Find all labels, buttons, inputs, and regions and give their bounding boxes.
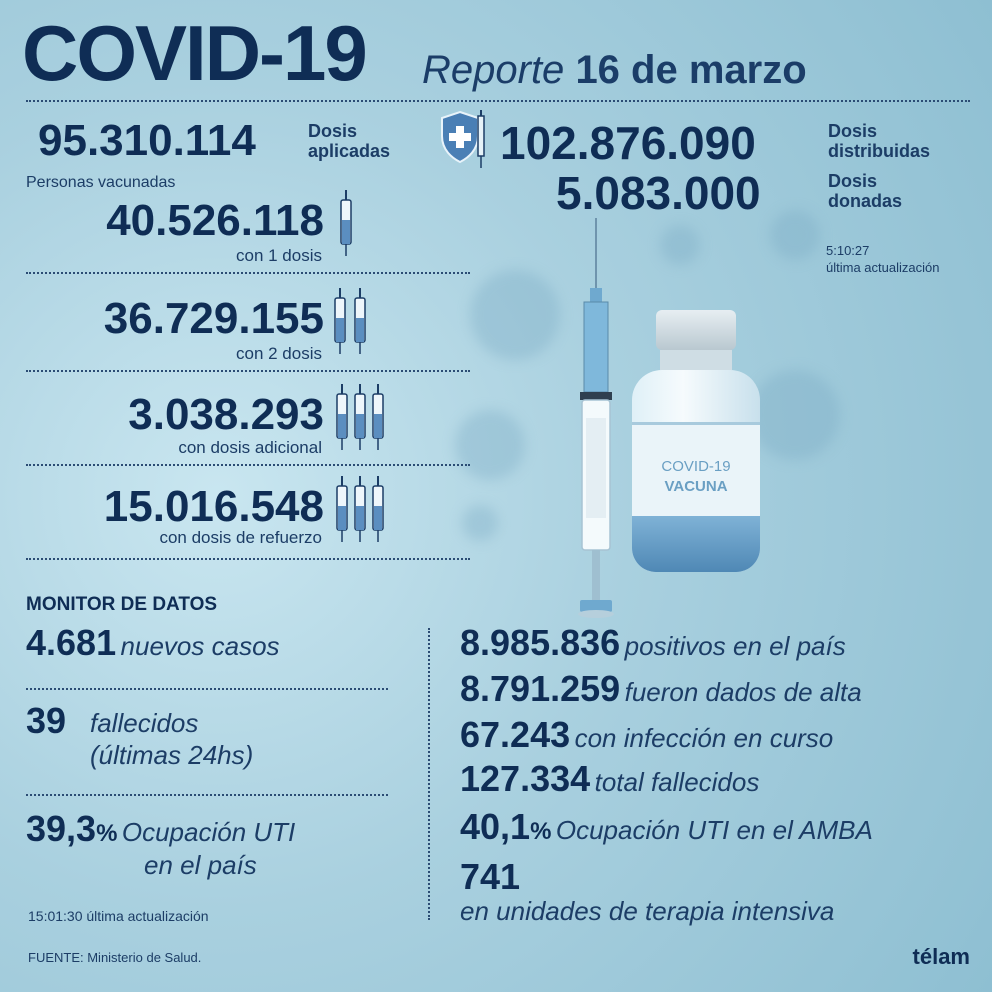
vaccinated-row-value: 40.526.118 [106,196,324,245]
stat-label: fueron dados de alta [624,677,862,707]
stat-value: 67.243 [460,714,571,755]
uti-amba-pct: % [530,818,552,845]
doses-distributed-label-2: distribuidas [828,141,931,161]
divider-row-4 [26,558,470,560]
divider-header [26,100,970,102]
syringe-icon [354,476,366,542]
monitor-title: MONITOR DE DATOS [26,594,218,615]
icu-label: en unidades de terapia intensiva [460,896,835,926]
uti-country-value: 39,3 [26,808,97,849]
virus-decoration-1 [470,270,560,360]
discharged-stat: 8.791.259 fueron dados de alta [460,668,862,710]
doses-applied-label-1: Dosis [308,121,358,141]
doses-donated-label: Dosis donadas [828,171,902,211]
report-subtitle: Reporte 16 de marzo [422,48,807,93]
uti-country-pct: % [96,820,118,847]
uti-country-label-1: Ocupación UTI [121,817,296,847]
deaths-stat: 39 [26,700,66,742]
uti-country-label-2: en el país [144,850,257,880]
syringe-icon [336,384,348,450]
divider-row-1 [26,272,470,274]
doses-update-time: 5:10:27 [826,243,870,258]
virus-decoration-5 [770,210,820,260]
vaccinated-row-label: con 1 dosis [236,246,322,265]
doses-donated-label-2: donadas [828,191,903,211]
vaccinated-row-value: 15.016.548 [103,482,324,531]
subtitle-date: 16 de marzo [575,48,807,92]
doses-distributed-label-1: Dosis [828,121,878,141]
large-syringe-illustration [578,218,614,618]
vaccine-vial-illustration: COVID-19 VACUNA [632,310,760,572]
divider-monitor-2 [26,794,388,796]
uti-amba-value: 40,1 [460,806,531,847]
stat-label: positivos en el país [624,631,846,661]
stat-label: con infección en curso [574,723,834,753]
stat-value: 127.334 [460,758,591,799]
virus-decoration-4 [660,225,700,265]
vial-line-1: COVID-19 [661,458,731,475]
doses-distributed-label: Dosis distribuidas [828,121,930,161]
doses-distributed-value: 102.876.090 [500,117,756,169]
monitor-vertical-divider [428,628,430,920]
telam-logo: télam [912,944,970,969]
syringe-icon [334,288,346,354]
active-infection-stat: 67.243 con infección en curso [460,714,833,756]
deaths-value: 39 [26,700,67,741]
doses-applied-label-2: aplicadas [308,141,391,161]
new-cases-stat: 4.681 nuevos casos [26,622,280,664]
doses-donated-value: 5.083.000 [556,167,761,219]
doses-applied-label: Dosis aplicadas [308,121,390,161]
vaccinated-heading: Personas vacunadas [26,174,176,191]
virus-decoration-6 [462,505,498,541]
doses-update-label: última actualización [826,260,940,275]
new-cases-value: 4.681 [26,622,117,663]
subtitle-prefix: Reporte [422,48,565,92]
divider-row-2 [26,370,470,372]
syringe-icon [372,384,384,450]
stat-label: total fallecidos [594,767,760,797]
uti-amba-stat: 40,1% Ocupación UTI en el AMBA [460,806,873,848]
doses-donated-label-1: Dosis [828,171,878,191]
stat-value: 8.791.259 [460,668,621,709]
deaths-label-2: (últimas 24hs) [90,740,254,770]
uti-amba-label: Ocupación UTI en el AMBA [555,815,873,845]
icu-value: 741 [460,856,521,897]
uti-country-stat: 39,3% Ocupación UTI [26,808,295,850]
syringe-icon [354,288,366,354]
divider-row-3 [26,464,470,466]
stat-value: 8.985.836 [460,622,621,663]
divider-monitor-1 [26,688,388,690]
syringe-icon [372,476,384,542]
syringe-icon [340,190,352,256]
source-footer: FUENTE: Ministerio de Salud. [28,950,202,965]
syringe-icon [354,384,366,450]
vial-line-2: VACUNA [664,478,728,495]
monitor-update: 15:01:30 última actualización [28,908,209,924]
virus-decoration-3 [750,370,840,460]
vaccinated-row-value: 36.729.155 [103,294,324,343]
syringe-icon [336,476,348,542]
vaccinated-row-label: con dosis de refuerzo [159,528,322,547]
positives-stat: 8.985.836 positivos en el país [460,622,846,664]
deaths-label-1: fallecidos [90,708,199,738]
page-title: COVID-19 [22,9,368,97]
vaccinated-row-value: 3.038.293 [128,390,324,439]
shield-syringe-icon [441,110,485,168]
vaccinated-row-label: con 2 dosis [236,344,322,363]
virus-decoration-2 [455,410,525,480]
new-cases-label: nuevos casos [120,631,280,661]
doses-applied-value: 95.310.114 [38,116,256,165]
vaccinated-row-label: con dosis adicional [178,438,322,457]
total-deaths-stat: 127.334 total fallecidos [460,758,759,800]
